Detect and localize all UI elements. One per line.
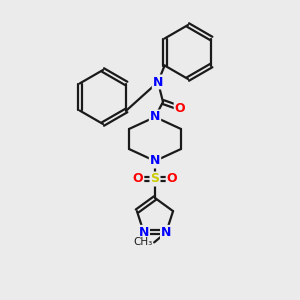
Text: N: N: [150, 154, 160, 167]
Text: O: O: [133, 172, 143, 185]
Text: O: O: [175, 101, 185, 115]
Text: N: N: [153, 76, 163, 88]
Text: O: O: [167, 172, 177, 185]
Text: N: N: [139, 226, 149, 239]
Text: S: S: [151, 172, 160, 185]
Text: N: N: [161, 226, 171, 239]
Text: CH₃: CH₃: [133, 237, 152, 248]
Text: N: N: [150, 110, 160, 124]
